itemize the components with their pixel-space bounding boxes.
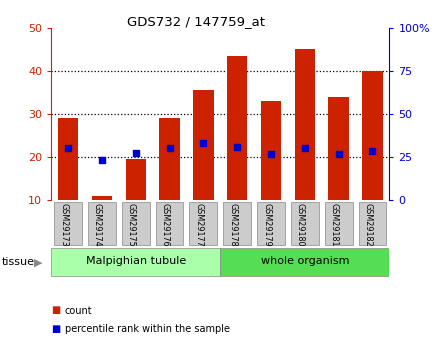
Text: GDS732 / 147759_at: GDS732 / 147759_at — [127, 16, 265, 29]
Bar — [190, 202, 217, 245]
Bar — [220, 248, 389, 276]
Bar — [122, 202, 150, 245]
Text: percentile rank within the sample: percentile rank within the sample — [65, 325, 230, 334]
Bar — [227, 56, 247, 200]
Bar — [261, 101, 281, 200]
Bar — [362, 71, 383, 200]
Point — [335, 152, 342, 157]
Text: GSM29175: GSM29175 — [127, 203, 136, 247]
Bar — [257, 202, 285, 245]
Point — [132, 150, 139, 155]
Text: count: count — [65, 306, 92, 315]
Text: GSM29178: GSM29178 — [228, 203, 237, 247]
Point — [166, 146, 173, 151]
Bar — [156, 202, 183, 245]
Bar — [295, 49, 315, 200]
Bar — [359, 202, 386, 245]
Bar — [159, 118, 180, 200]
Bar — [51, 248, 220, 276]
Text: GSM29176: GSM29176 — [161, 203, 170, 247]
Point — [200, 140, 207, 146]
Bar — [325, 202, 352, 245]
Text: ▶: ▶ — [33, 257, 42, 267]
Text: tissue: tissue — [2, 257, 35, 267]
Bar — [223, 202, 251, 245]
Text: Malpighian tubule: Malpighian tubule — [85, 256, 186, 266]
Text: GSM29182: GSM29182 — [364, 203, 372, 247]
Point — [65, 146, 72, 151]
Point — [301, 146, 308, 151]
Bar — [125, 159, 146, 200]
Text: whole organism: whole organism — [261, 256, 349, 266]
Bar — [58, 118, 78, 200]
Text: GSM29174: GSM29174 — [93, 203, 102, 247]
Point — [234, 145, 241, 150]
Bar — [88, 202, 116, 245]
Bar — [54, 202, 82, 245]
Point — [98, 158, 105, 163]
Text: GSM29173: GSM29173 — [59, 203, 68, 247]
Text: ■: ■ — [51, 325, 61, 334]
Bar — [193, 90, 214, 200]
Point — [369, 148, 376, 154]
Point — [267, 152, 275, 157]
Text: GSM29181: GSM29181 — [330, 203, 339, 246]
Bar — [92, 196, 112, 200]
Bar — [291, 202, 319, 245]
Text: GSM29180: GSM29180 — [296, 203, 305, 246]
Text: GSM29177: GSM29177 — [194, 203, 203, 247]
Text: ■: ■ — [51, 306, 61, 315]
Text: GSM29179: GSM29179 — [262, 203, 271, 247]
Bar — [328, 97, 349, 200]
